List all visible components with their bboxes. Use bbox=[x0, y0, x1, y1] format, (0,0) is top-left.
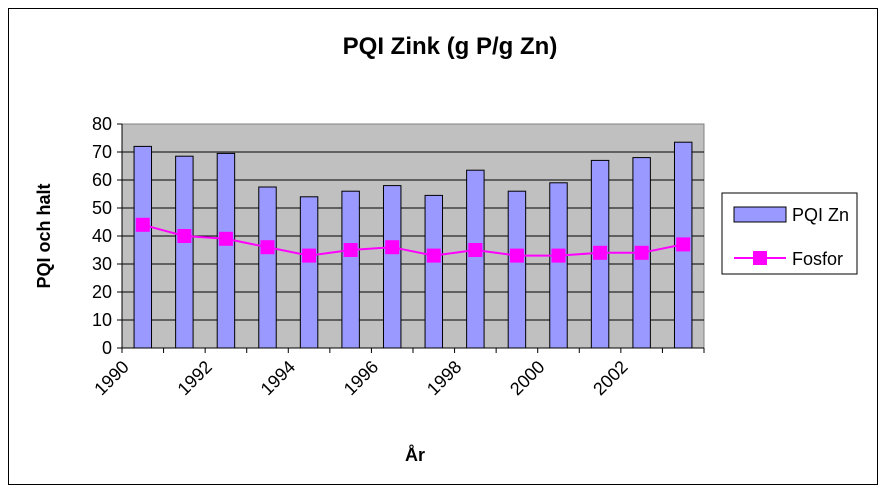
bar-pqi-zn bbox=[507, 190, 527, 349]
legend-swatch-pqi-zn bbox=[733, 206, 787, 223]
point-fosfor bbox=[260, 240, 275, 255]
point-fosfor bbox=[676, 237, 691, 252]
y-tick-label: 0 bbox=[102, 338, 112, 358]
x-axis-title: År bbox=[405, 445, 425, 465]
point-fosfor bbox=[218, 231, 233, 246]
x-tick-label: 1992 bbox=[174, 357, 216, 399]
x-tick-label: 1998 bbox=[423, 357, 465, 399]
x-tick-label: 2000 bbox=[506, 357, 548, 399]
x-tick-label: 1990 bbox=[90, 357, 132, 399]
legend-label-pqi-zn: PQI Zn bbox=[792, 205, 849, 225]
bar-pqi-zn bbox=[341, 190, 360, 349]
point-fosfor bbox=[634, 245, 649, 260]
bar-pqi-zn bbox=[424, 194, 444, 349]
bar-pqi-zn bbox=[299, 196, 319, 349]
bar-pqi-zn bbox=[175, 155, 194, 349]
point-fosfor bbox=[135, 217, 150, 232]
y-tick-label: 60 bbox=[92, 170, 112, 190]
bar-pqi-zn bbox=[382, 185, 402, 349]
y-axis-title: PQI och halt bbox=[34, 183, 54, 288]
point-fosfor bbox=[385, 240, 400, 255]
y-tick-labels: 0 10 20 30 40 50 60 70 80 bbox=[92, 114, 112, 358]
y-tick-label: 10 bbox=[92, 310, 112, 330]
bar-pqi-zn bbox=[133, 145, 153, 349]
bars-group bbox=[133, 141, 693, 349]
point-fosfor bbox=[343, 243, 358, 257]
y-tick-label: 30 bbox=[92, 254, 112, 274]
bar-pqi-zn bbox=[549, 182, 568, 349]
point-fosfor bbox=[593, 245, 608, 260]
legend: PQI Zn Fosfor bbox=[721, 192, 858, 275]
x-tick-label: 1996 bbox=[340, 357, 382, 399]
legend-swatch-fosfor-marker bbox=[753, 251, 767, 265]
x-tick-label: 1994 bbox=[257, 357, 299, 399]
point-fosfor bbox=[302, 248, 317, 263]
y-tick-label: 70 bbox=[92, 142, 112, 162]
bar-pqi-zn bbox=[216, 152, 236, 349]
axes bbox=[117, 123, 705, 353]
y-tick-label: 50 bbox=[92, 198, 112, 218]
y-tick-label: 40 bbox=[92, 226, 112, 246]
x-tick-label: 2002 bbox=[589, 357, 631, 399]
chart-title: PQI Zink (g P/g Zn) bbox=[343, 33, 558, 60]
point-fosfor bbox=[509, 248, 524, 263]
line-series-group bbox=[135, 217, 691, 263]
y-tick-label: 80 bbox=[92, 114, 112, 134]
bar-pqi-zn bbox=[466, 169, 485, 349]
x-tick-labels: 1990 1992 1994 1996 1998 2000 2002 bbox=[90, 357, 631, 399]
legend-label-fosfor: Fosfor bbox=[792, 249, 843, 269]
point-fosfor bbox=[177, 229, 192, 243]
y-tick-label: 20 bbox=[92, 282, 112, 302]
bar-pqi-zn bbox=[258, 186, 277, 349]
point-fosfor bbox=[551, 248, 566, 263]
point-fosfor bbox=[426, 248, 441, 263]
point-fosfor bbox=[468, 243, 483, 257]
